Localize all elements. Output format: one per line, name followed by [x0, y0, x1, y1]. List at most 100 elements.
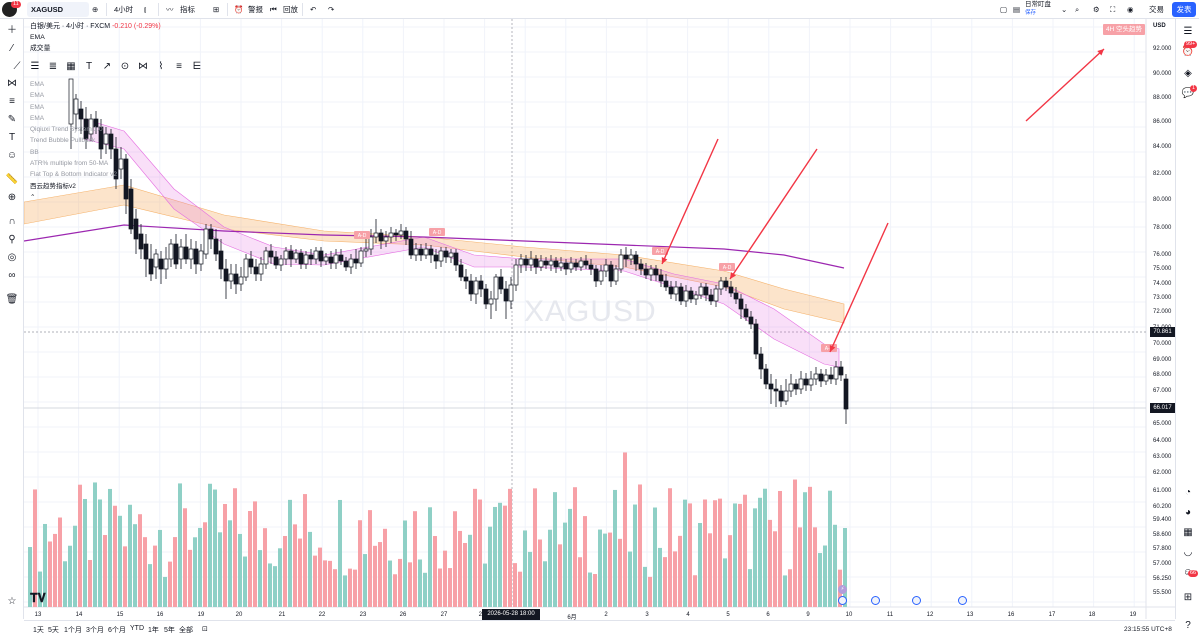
add-symbol-icon[interactable]: ⊕	[92, 5, 99, 14]
crosshair-icon[interactable]: ＋	[7, 25, 17, 36]
indicator-item[interactable]: EMA	[30, 103, 45, 111]
us-flag-icon[interactable]	[958, 596, 967, 605]
range-5y[interactable]: 5年	[164, 627, 175, 634]
alert-button[interactable]: 警报	[248, 5, 263, 14]
clock[interactable]: 23:15:55 UTC+8	[1124, 626, 1172, 633]
candle-body	[288, 250, 294, 260]
ruler-icon[interactable]: 📏	[5, 174, 19, 185]
layout-chevron-icon[interactable]: ⌄	[1061, 5, 1068, 14]
fib-fan-icon[interactable]: ⋿	[192, 61, 202, 72]
range-1m[interactable]: 1个月	[64, 627, 82, 634]
pie-icon[interactable]: ◕	[1184, 507, 1192, 518]
gann-icon[interactable]: ▦	[66, 61, 76, 72]
indicators-button[interactable]: 指标	[180, 5, 195, 14]
brush-icon[interactable]: ✎	[7, 114, 17, 125]
candle-body	[513, 264, 519, 286]
camera-icon[interactable]: ◉	[1127, 5, 1134, 14]
watchlist-icon[interactable]: ☰	[1183, 26, 1193, 37]
alert-icon[interactable]: ⏰	[234, 5, 244, 14]
emoji-icon[interactable]: ☺	[6, 150, 18, 161]
candle-body	[548, 260, 554, 266]
layout-menu-icon[interactable]: ▤	[1013, 5, 1021, 14]
range-5d[interactable]: 5天	[48, 627, 59, 634]
wave-icon[interactable]: ⌇	[158, 61, 164, 72]
layout-name[interactable]: 日常盯盘 保存	[1025, 1, 1051, 16]
trash-icon[interactable]: 🗑	[5, 294, 19, 305]
help-icon[interactable]: ?	[1185, 620, 1191, 631]
ray-icon[interactable]: ↗	[102, 61, 112, 72]
fib-icon[interactable]: ≡	[9, 96, 15, 107]
xabcd-icon[interactable]: ⋈	[138, 61, 148, 72]
interval-button[interactable]: 4小时	[114, 5, 134, 14]
range-ytd[interactable]: YTD	[130, 625, 144, 632]
text-tool-icon[interactable]: T	[85, 61, 93, 72]
lock-drawing-icon[interactable]: ⚲	[8, 234, 16, 245]
hide-drawings-icon[interactable]: ◎	[7, 252, 17, 263]
parallel-icon[interactable]: ≡	[176, 61, 182, 72]
settings-icon[interactable]: ⚙	[1093, 5, 1100, 14]
zoom-in-icon[interactable]: ⊕	[7, 192, 17, 203]
redo-icon[interactable]: ↷	[328, 5, 335, 14]
price-chart-svg[interactable]: A-D A-D A-D A-D A-D	[24, 19, 1175, 619]
regression-icon[interactable]: ☰	[30, 61, 40, 72]
sync-icon[interactable]: ∞	[8, 270, 16, 281]
publish-button[interactable]: 发表	[1172, 2, 1196, 17]
candle-body	[658, 274, 664, 282]
range-6m[interactable]: 6个月	[108, 627, 126, 634]
event-icon[interactable]: ⚡	[838, 585, 847, 594]
indicator-item[interactable]: 西云趋势指标v2	[30, 182, 76, 190]
text-icon[interactable]: T	[8, 132, 16, 143]
path-icon[interactable]: ⟋	[13, 61, 21, 72]
signal-icon[interactable]: ◡	[1183, 547, 1193, 558]
chat-icon[interactable]: 💬	[1181, 88, 1195, 99]
legend-ema[interactable]: EMA	[30, 33, 45, 41]
range-1d[interactable]: 1天	[33, 627, 44, 634]
range-3m[interactable]: 3个月	[86, 627, 104, 634]
range-1y[interactable]: 1年	[148, 627, 159, 634]
fullscreen-icon[interactable]: ⛶	[1110, 5, 1116, 14]
chart-type-icon[interactable]: ⫾	[144, 5, 147, 14]
collapse-legend-icon[interactable]: ⌃	[30, 193, 36, 201]
candle-body	[143, 243, 149, 260]
us-flag-icon[interactable]	[838, 596, 847, 605]
indicator-item[interactable]: EMA	[30, 92, 45, 100]
indicator-item[interactable]: Qiqiuxi Trend System 1.0	[30, 126, 103, 134]
fib-channel-icon[interactable]: ≣	[48, 61, 58, 72]
candle-body	[108, 133, 114, 150]
favorites-icon[interactable]: ☆	[7, 596, 17, 607]
layout-icon[interactable]: ▢	[1000, 5, 1008, 14]
range-all[interactable]: 全部	[179, 627, 193, 634]
undo-icon[interactable]: ↶	[310, 5, 317, 14]
pitchfork-icon[interactable]: ⋈	[7, 78, 17, 89]
circle-icon[interactable]: ⊙	[120, 61, 130, 72]
chart-pane[interactable]: A-D A-D A-D A-D A-D	[24, 19, 1175, 619]
annotation-arrow	[729, 148, 818, 280]
replay-button[interactable]: 回放	[283, 5, 298, 14]
indicator-item[interactable]: EMA	[30, 114, 45, 122]
us-flag-icon[interactable]	[912, 596, 921, 605]
indicator-item[interactable]: ATR% multiple from 50-MA	[30, 160, 109, 168]
layers-icon[interactable]: ◈	[1184, 68, 1192, 79]
indicator-item[interactable]: EMA	[30, 81, 45, 88]
replay-icon[interactable]: ⏮	[270, 5, 277, 14]
symbol-search[interactable]: XAGUSD	[27, 2, 89, 17]
trade-button[interactable]: 交易	[1149, 5, 1164, 14]
alerts-panel-icon[interactable]: ⏰	[1181, 46, 1195, 57]
trendline-icon[interactable]: ⁄	[11, 43, 13, 54]
indicators-icon[interactable]: 〰	[166, 5, 174, 14]
grid-icon[interactable]: ⊞	[1183, 592, 1193, 603]
currency-label[interactable]: USD	[1153, 23, 1166, 29]
candle-body	[813, 373, 819, 380]
speedometer-icon[interactable]: ◔	[1184, 487, 1192, 498]
date-range-icon[interactable]: ⊡	[202, 626, 208, 633]
time-axis-label: 16	[156, 612, 164, 618]
indicator-item[interactable]: BB	[30, 148, 39, 156]
templates-icon[interactable]: ⊞	[213, 5, 220, 14]
indicator-item[interactable]: Trend Bubble Pullback	[30, 137, 96, 145]
magnet-icon[interactable]: ∩	[8, 216, 16, 227]
legend-volume[interactable]: 成交量	[30, 44, 51, 52]
calendar-icon[interactable]: ▦	[1183, 527, 1193, 538]
indicator-item[interactable]: Flat Top & Bottom Indicator v2	[30, 171, 117, 179]
us-flag-icon[interactable]	[871, 596, 880, 605]
search-icon[interactable]: ⌕	[1075, 5, 1080, 14]
